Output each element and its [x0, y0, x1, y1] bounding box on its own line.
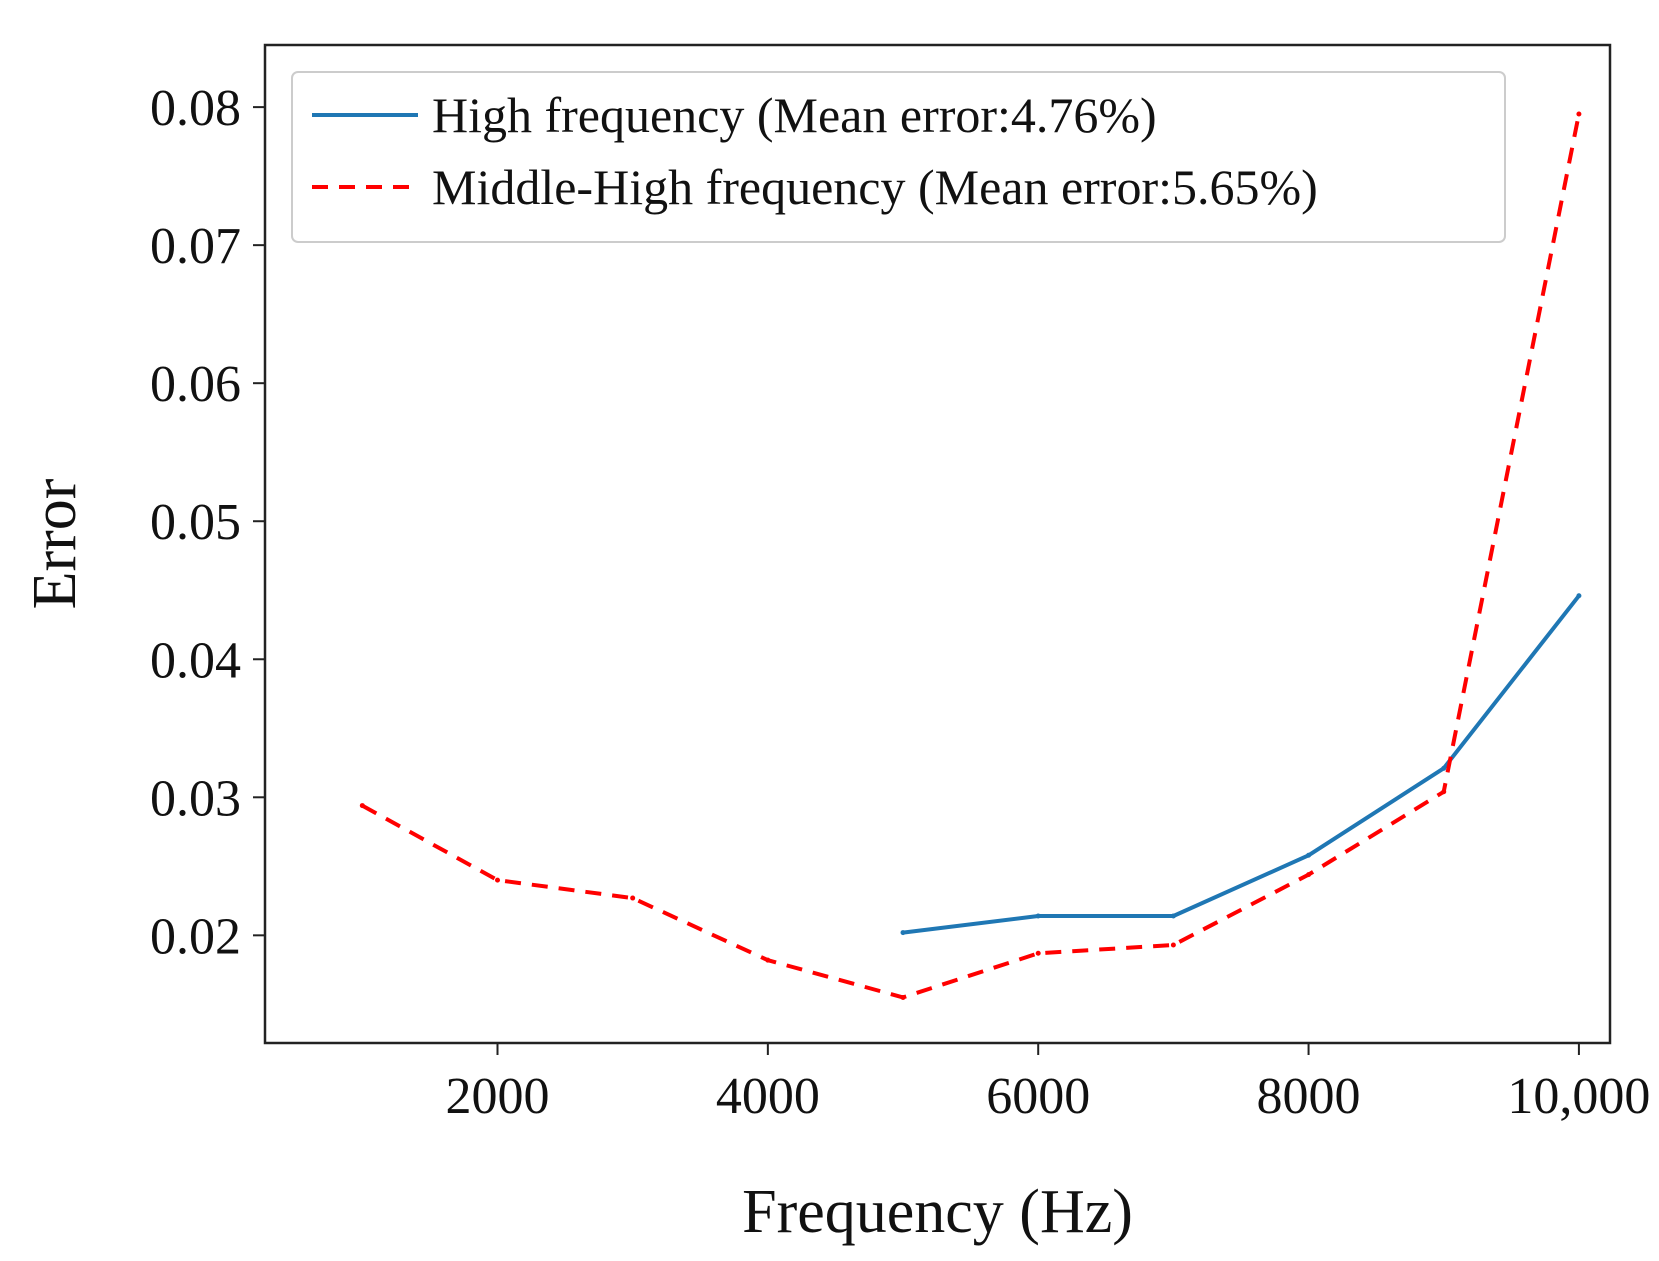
- legend-label-high-frequency: High frequency (Mean error:4.76%): [432, 87, 1157, 143]
- series-line-1: [361, 113, 1581, 1000]
- series-1-point-9: [1576, 111, 1582, 117]
- series-0-point-2: [1170, 913, 1176, 919]
- y-tick-label-6: 0.08: [150, 80, 241, 137]
- series-1-point-6: [1170, 942, 1176, 948]
- legend: High frequency (Mean error:4.76%) Middle…: [291, 71, 1506, 243]
- x-tick-label-3: 8000: [1257, 1068, 1361, 1125]
- x-tick-label-0: 2000: [446, 1068, 550, 1125]
- legend-label-middle-high-frequency: Middle-High frequency (Mean error:5.65%): [432, 159, 1318, 215]
- plot-frame: [263, 43, 1612, 1045]
- y-tick-label-3: 0.05: [150, 494, 241, 551]
- series-1-point-2: [630, 895, 636, 901]
- x-tick-label-2: 6000: [986, 1068, 1090, 1125]
- series-1-point-5: [1035, 950, 1041, 956]
- series-layer: [359, 111, 1582, 1000]
- series-1-point-3: [765, 957, 771, 963]
- x-tick-label-1: 4000: [716, 1068, 820, 1125]
- y-tick-label-0: 0.02: [150, 908, 241, 965]
- x-tick-label-4: 10,000: [1507, 1068, 1650, 1125]
- series-0-point-0: [900, 930, 906, 936]
- series-1-point-0: [359, 803, 365, 809]
- y-tick-label-1: 0.03: [150, 770, 241, 827]
- series-1-point-4: [900, 994, 906, 1000]
- y-tick-label-4: 0.06: [150, 356, 241, 413]
- series-1-point-1: [495, 877, 501, 883]
- y-tick-label-2: 0.04: [150, 632, 241, 689]
- legend-box: [291, 71, 1506, 243]
- y-axis-title: Error: [21, 478, 89, 609]
- series-1-point-7: [1306, 872, 1312, 878]
- series-0-point-3: [1306, 852, 1312, 858]
- series-0-point-4: [1441, 765, 1447, 771]
- ticks-layer: 2000 4000 6000 8000 10,000 0.02 0.03 0.04 0.05 0.…: [150, 80, 1650, 1125]
- series-0-point-5: [1576, 593, 1582, 599]
- series-1-point-8: [1441, 789, 1447, 795]
- series-line-0: [902, 594, 1581, 935]
- y-tick-label-5: 0.07: [150, 218, 241, 275]
- series-0-point-1: [1035, 913, 1041, 919]
- x-axis-title: Frequency (Hz): [742, 1178, 1133, 1246]
